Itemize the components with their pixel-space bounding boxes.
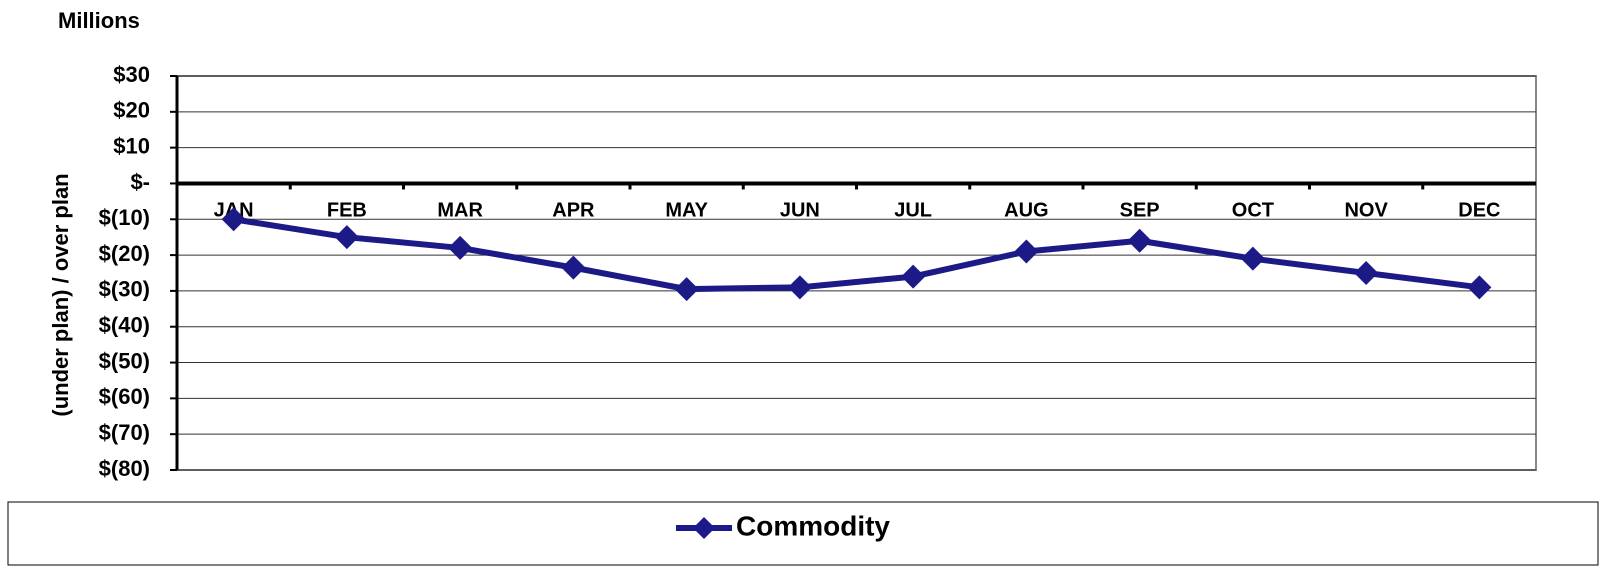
legend-box [7, 501, 1599, 566]
marker [1240, 246, 1265, 271]
y-tick-label: $(10) [99, 205, 150, 230]
x-tick-label: FEB [327, 200, 367, 222]
x-tick-label: MAY [665, 200, 708, 222]
x-tick-label: NOV [1344, 200, 1388, 222]
legend-label: Commodity [736, 510, 890, 541]
marker [448, 235, 473, 260]
y-tick-label: $(70) [99, 420, 150, 445]
x-tick-label: APR [552, 200, 595, 222]
y-tick-label: $(60) [99, 384, 150, 409]
x-tick-label: OCT [1232, 200, 1274, 222]
x-tick-label: AUG [1004, 200, 1048, 222]
y-tick-label: $30 [113, 62, 150, 87]
x-tick-label: JUN [780, 200, 820, 222]
marker [901, 264, 926, 289]
marker [1354, 261, 1379, 285]
marker [334, 225, 359, 250]
marker [787, 275, 812, 300]
legend-marker [693, 517, 715, 539]
y-tick-label: $(80) [99, 456, 150, 481]
y-tick-label: $- [130, 169, 150, 194]
y-tick-label: $20 [113, 98, 150, 123]
series-line [233, 216, 1480, 293]
y-tick-label: $(50) [99, 348, 150, 373]
y-tick-label: $10 [113, 133, 150, 158]
y-tick-label: $(20) [99, 241, 150, 266]
x-tick-label: JUL [894, 200, 932, 222]
marker [674, 277, 699, 302]
marker [1014, 239, 1039, 264]
marker [1467, 275, 1492, 300]
x-tick-label: MAR [437, 200, 483, 222]
marker [221, 207, 246, 232]
x-tick-label: SEP [1120, 200, 1160, 222]
y-axis-title: (under plan) / over plan [48, 173, 73, 416]
x-tick-label: DEC [1458, 200, 1500, 222]
y-tick-label: $(30) [99, 277, 150, 302]
plot-area [176, 75, 1537, 471]
marker [561, 255, 586, 280]
y-tick-label: $(40) [99, 313, 150, 338]
chart-subtitle: Millions [58, 8, 140, 33]
marker [1127, 228, 1152, 253]
